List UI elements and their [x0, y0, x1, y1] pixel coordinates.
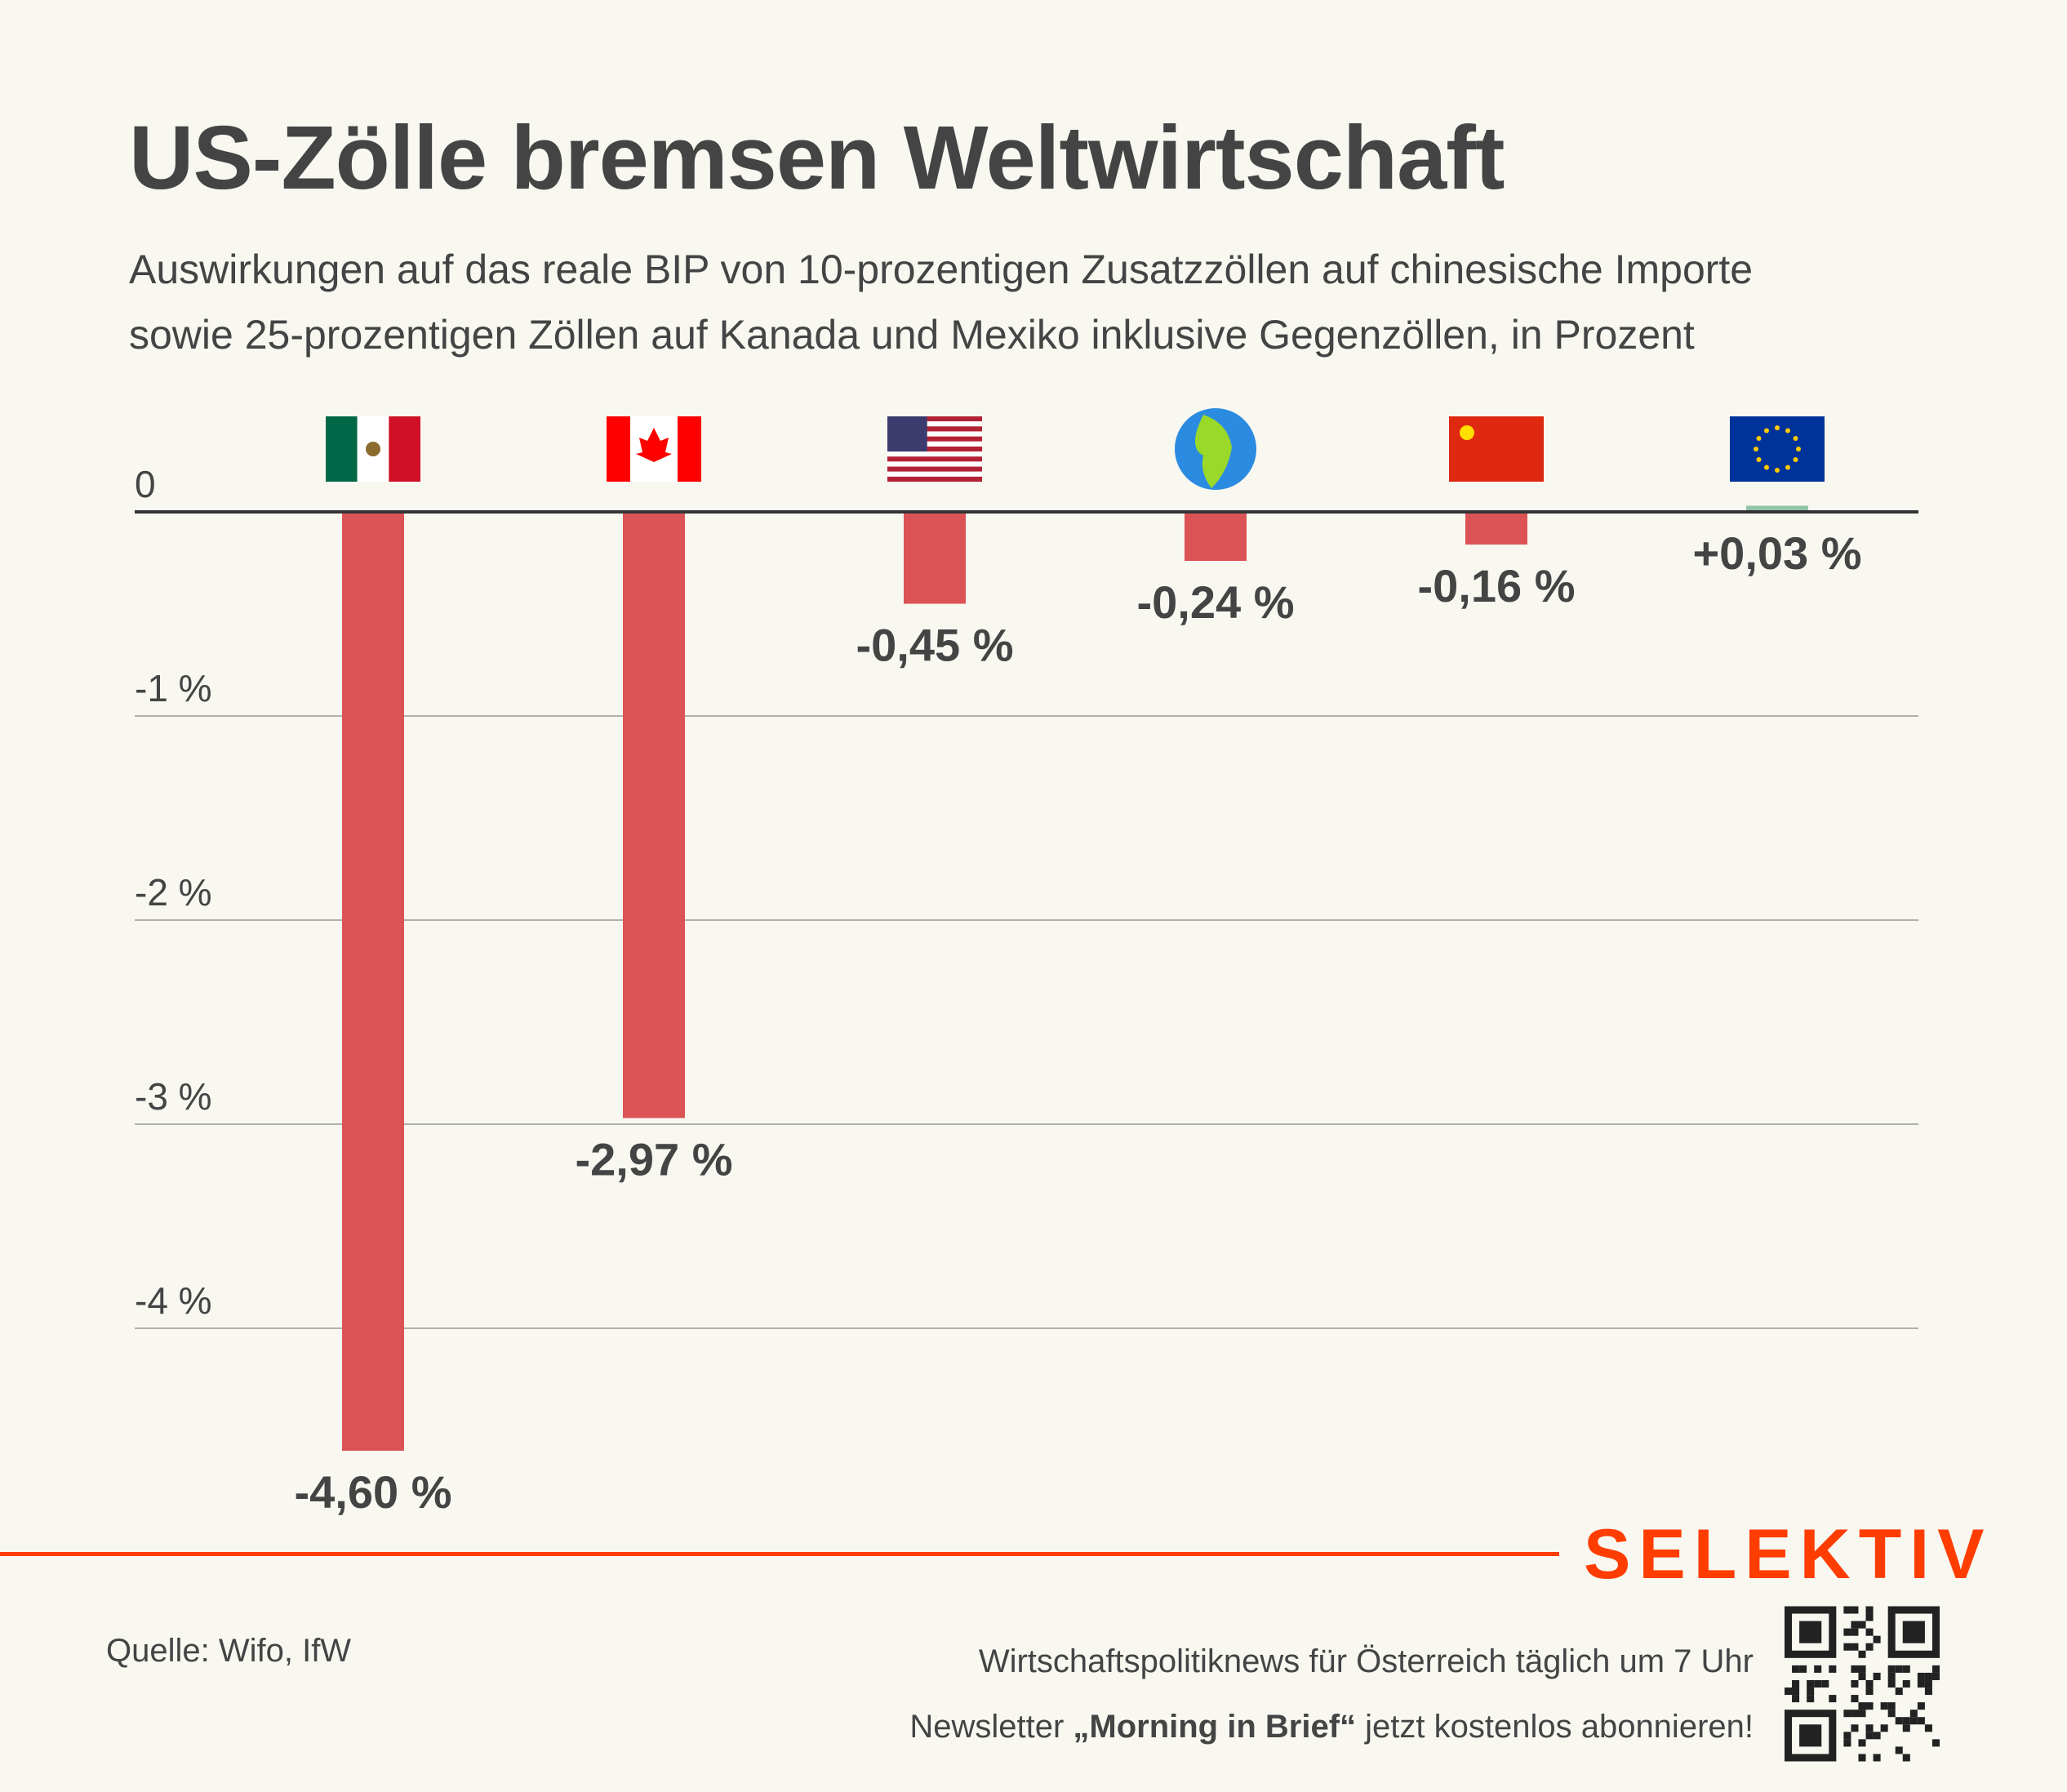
data-label: +0,03 %	[1692, 527, 1861, 579]
data-label: -0,45 %	[856, 620, 1014, 671]
flag-mexico-icon	[326, 416, 420, 482]
data-label: -2,97 %	[576, 1134, 733, 1185]
bar-chart: 0 -1 % -2 % -3 % -4 % -4,60 % -2,97 % -0,45 % -0…	[135, 408, 1918, 1518]
newsletter-name: „Morning in Brief“	[1073, 1709, 1357, 1745]
y-tick-label: 0	[135, 463, 156, 505]
flag-usa-icon	[887, 416, 982, 482]
bar-eu	[1746, 505, 1808, 512]
flag-china-icon	[1449, 416, 1544, 482]
promo-line-2: Newsletter „Morning in Brief“ jetzt kost…	[909, 1694, 1754, 1759]
bar-mexiko	[342, 512, 404, 1451]
y-tick-label: -3 %	[135, 1075, 212, 1118]
promo-text: Newsletter	[909, 1709, 1074, 1745]
promo-line-1: Wirtschaftspolitiknews für Österreich tä…	[978, 1643, 1754, 1679]
data-label: -4,60 %	[295, 1466, 452, 1518]
bar-kanada	[623, 512, 685, 1118]
promo-text-end: jetzt kostenlos abonnieren!	[1356, 1709, 1754, 1745]
globe-icon	[1175, 408, 1256, 490]
chart-subtitle: Auswirkungen auf das reale BIP von 10-pr…	[129, 237, 2007, 367]
footer-divider	[0, 1552, 1559, 1556]
y-tick-label: -1 %	[135, 667, 212, 709]
bar-usa	[904, 512, 966, 604]
bar-china	[1465, 512, 1527, 545]
chart-title: US-Zölle bremsen Weltwirtschaft	[129, 108, 1505, 208]
newsletter-promo: Wirtschaftspolitiknews für Österreich tä…	[909, 1629, 1754, 1759]
data-label: -0,24 %	[1137, 576, 1295, 628]
flag-canada-icon	[607, 416, 701, 482]
brand-logo: SELEKTIV	[1584, 1515, 1993, 1594]
bar-welt	[1185, 512, 1247, 561]
subtitle-line-2: sowie 25-prozentigen Zöllen auf Kanada u…	[129, 312, 1695, 358]
data-label: -0,16 %	[1418, 560, 1576, 611]
source-note: Quelle: Wifo, IfW	[106, 1633, 352, 1669]
flag-eu-icon	[1730, 416, 1825, 482]
subtitle-line-1: Auswirkungen auf das reale BIP von 10-pr…	[129, 247, 1754, 292]
qr-code-icon[interactable]	[1785, 1604, 1940, 1763]
y-tick-label: -4 %	[135, 1279, 212, 1322]
y-tick-label: -2 %	[135, 871, 212, 914]
